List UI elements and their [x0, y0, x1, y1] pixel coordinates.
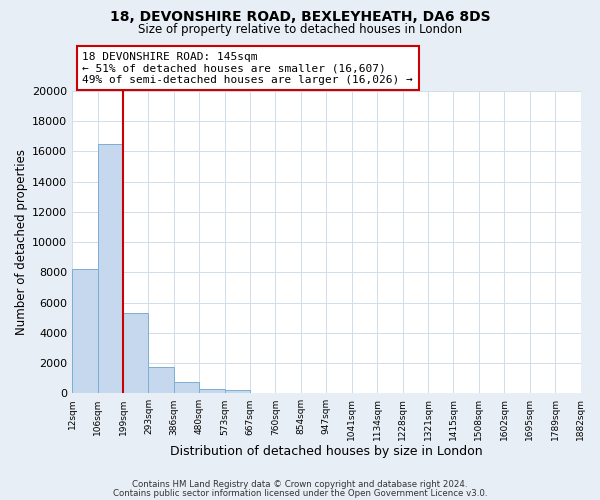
X-axis label: Distribution of detached houses by size in London: Distribution of detached houses by size …: [170, 444, 482, 458]
Text: Contains public sector information licensed under the Open Government Licence v3: Contains public sector information licen…: [113, 488, 487, 498]
Bar: [199, 389, 224, 394]
Text: Contains HM Land Registry data © Crown copyright and database right 2024.: Contains HM Land Registry data © Crown c…: [132, 480, 468, 489]
Bar: [72, 270, 98, 394]
Bar: [123, 313, 148, 394]
Bar: [224, 390, 250, 394]
Text: 18 DEVONSHIRE ROAD: 145sqm
← 51% of detached houses are smaller (16,607)
49% of : 18 DEVONSHIRE ROAD: 145sqm ← 51% of deta…: [82, 52, 413, 85]
Text: 18, DEVONSHIRE ROAD, BEXLEYHEATH, DA6 8DS: 18, DEVONSHIRE ROAD, BEXLEYHEATH, DA6 8D…: [110, 10, 490, 24]
Text: Size of property relative to detached houses in London: Size of property relative to detached ho…: [138, 22, 462, 36]
Bar: [98, 144, 123, 394]
Bar: [174, 382, 199, 394]
Bar: [148, 367, 174, 394]
Y-axis label: Number of detached properties: Number of detached properties: [15, 149, 28, 335]
